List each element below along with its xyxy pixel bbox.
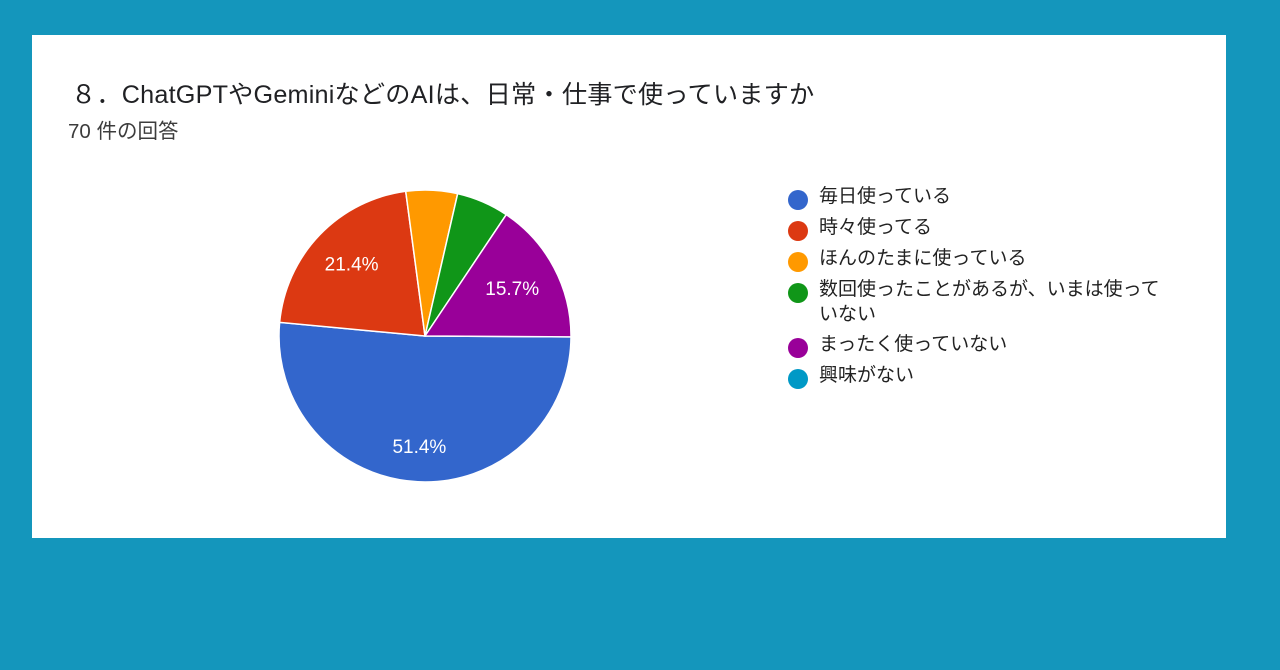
svg-text:15.7%: 15.7% bbox=[485, 279, 539, 300]
svg-text:21.4%: 21.4% bbox=[325, 254, 379, 275]
svg-text:51.4%: 51.4% bbox=[392, 437, 446, 458]
